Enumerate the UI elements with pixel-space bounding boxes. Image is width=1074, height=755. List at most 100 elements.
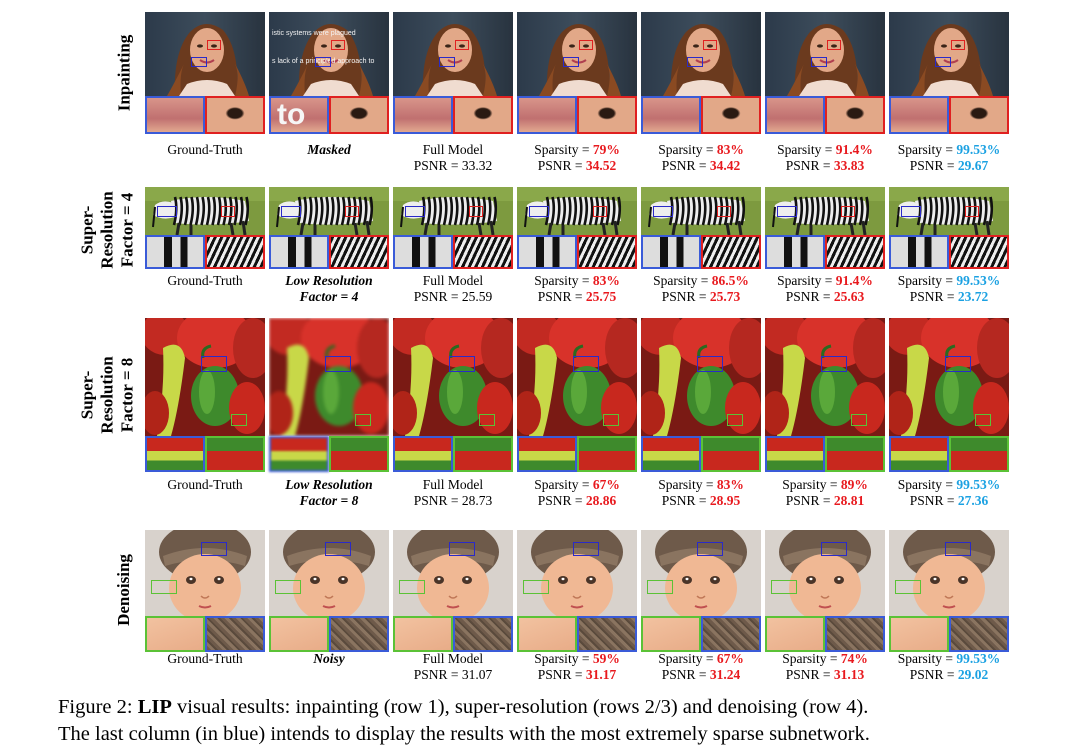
zoom-inset-left (517, 235, 577, 269)
main-image (145, 318, 265, 436)
caption-r3-c7: Sparsity = 99.53% PSNR = 27.36 (897, 477, 1001, 508)
zoom-inset-right (329, 436, 389, 472)
result-image-r4-c1 (145, 530, 265, 652)
result-image-r2-c7 (889, 187, 1009, 269)
zoom-inset-right (453, 96, 513, 134)
zoom-region-box-2 (331, 40, 345, 50)
zoom-inset-left (889, 616, 949, 652)
zoom-inset-left (393, 235, 453, 269)
zoom-region-box-2 (841, 206, 855, 217)
zoom-inset-left (765, 616, 825, 652)
zoom-region-box-2 (647, 580, 673, 594)
zoom-region-box-1 (325, 356, 351, 372)
zoom-region-box-1 (315, 57, 331, 67)
result-image-r3-c1 (145, 318, 265, 472)
result-image-r3-c2 (269, 318, 389, 472)
caption-r2-c3: Full Model PSNR = 25.59 (413, 273, 493, 304)
zoom-region-box-1 (573, 356, 599, 372)
caption-r2-c7: Sparsity = 99.53% PSNR = 23.72 (897, 273, 1001, 304)
zoom-inset-right (577, 96, 637, 134)
main-image (393, 187, 513, 235)
caption-r3-c3: Full Model PSNR = 28.73 (413, 477, 493, 508)
result-image-r4-c6 (765, 530, 885, 652)
mask-text-line-1: istic systems were plagued (272, 30, 356, 37)
zoom-region-box-1 (449, 542, 475, 556)
main-image (145, 12, 265, 96)
zoom-region-box-2 (479, 414, 495, 426)
caption-r4-c1: Ground-Truth (167, 651, 243, 666)
main-image (269, 12, 389, 96)
zoom-region-box-2 (717, 206, 731, 217)
zoom-region-box-1 (325, 542, 351, 556)
caption-r2-c6: Sparsity = 91.4% PSNR = 25.63 (777, 273, 873, 304)
caption-r1-c7: Sparsity = 99.53% PSNR = 29.67 (897, 142, 1001, 173)
zoom-inset-left (393, 616, 453, 652)
zoom-inset-left (393, 436, 453, 472)
zoom-inset-left (765, 96, 825, 134)
main-image (517, 187, 637, 235)
main-image (641, 187, 761, 235)
zoom-inset-right (205, 235, 265, 269)
zoom-inset-right (205, 436, 265, 472)
zoom-region-box-2 (895, 580, 921, 594)
zoom-inset-right (453, 235, 513, 269)
zoom-inset-right (329, 96, 389, 134)
zoom-region-box-2 (355, 414, 371, 426)
main-image (641, 12, 761, 96)
main-image (393, 318, 513, 436)
zoom-inset-right (949, 96, 1009, 134)
zoom-inset-right (825, 616, 885, 652)
zoom-inset-right (825, 235, 885, 269)
result-image-r1-c5 (641, 12, 761, 134)
zoom-region-box-2 (727, 414, 743, 426)
zoom-region-box-1 (573, 542, 599, 556)
zoom-region-box-1 (449, 356, 475, 372)
zoom-inset-left (889, 96, 949, 134)
caption-r4-c5: Sparsity = 67% PSNR = 31.24 (658, 651, 744, 682)
caption-r3-c1: Ground-Truth (167, 477, 243, 492)
main-image (641, 318, 761, 436)
zoom-inset-right (701, 436, 761, 472)
row-label-sr8: Super- Resolution Factor = 8 (78, 356, 137, 434)
zoom-region-box-2 (593, 206, 607, 217)
zoom-region-box-2 (951, 40, 965, 50)
result-image-r4-c5 (641, 530, 761, 652)
zoom-inset-left (517, 436, 577, 472)
result-image-r1-c4 (517, 12, 637, 134)
zoom-inset-right (701, 96, 761, 134)
zoom-inset-right (329, 616, 389, 652)
zoom-region-box-1 (687, 57, 703, 67)
zoom-inset-right (205, 616, 265, 652)
result-image-r3-c6 (765, 318, 885, 472)
zoom-inset-left (269, 235, 329, 269)
zoom-inset-right (949, 235, 1009, 269)
zoom-region-box-1 (901, 206, 921, 217)
caption-r4-c4: Sparsity = 59% PSNR = 31.17 (534, 651, 620, 682)
zoom-region-box-2 (151, 580, 177, 594)
zoom-region-box-1 (697, 542, 723, 556)
result-image-r3-c7 (889, 318, 1009, 472)
zoom-inset-right (577, 235, 637, 269)
main-image (517, 318, 637, 436)
zoom-inset-right (949, 436, 1009, 472)
result-image-r1-c1 (145, 12, 265, 134)
zoom-inset-left (145, 96, 205, 134)
zoom-inset-left (641, 616, 701, 652)
result-image-r1-c7 (889, 12, 1009, 134)
main-image (765, 530, 885, 616)
zoom-inset-left (765, 436, 825, 472)
caption-r3-c4: Sparsity = 67% PSNR = 28.86 (534, 477, 620, 508)
zoom-inset-right (329, 235, 389, 269)
main-image (393, 12, 513, 96)
caption-r3-c5: Sparsity = 83% PSNR = 28.95 (658, 477, 744, 508)
main-image (765, 318, 885, 436)
caption-r2-c4: Sparsity = 83% PSNR = 25.75 (534, 273, 620, 304)
zoom-region-box-1 (405, 206, 425, 217)
main-image (517, 12, 637, 96)
zoom-inset-right (701, 235, 761, 269)
zoom-region-box-2 (275, 580, 301, 594)
zoom-region-box-2 (579, 40, 593, 50)
zoom-inset-left (269, 436, 329, 472)
zoom-region-box-2 (399, 580, 425, 594)
caption-r3-c6: Sparsity = 89% PSNR = 28.81 (782, 477, 868, 508)
